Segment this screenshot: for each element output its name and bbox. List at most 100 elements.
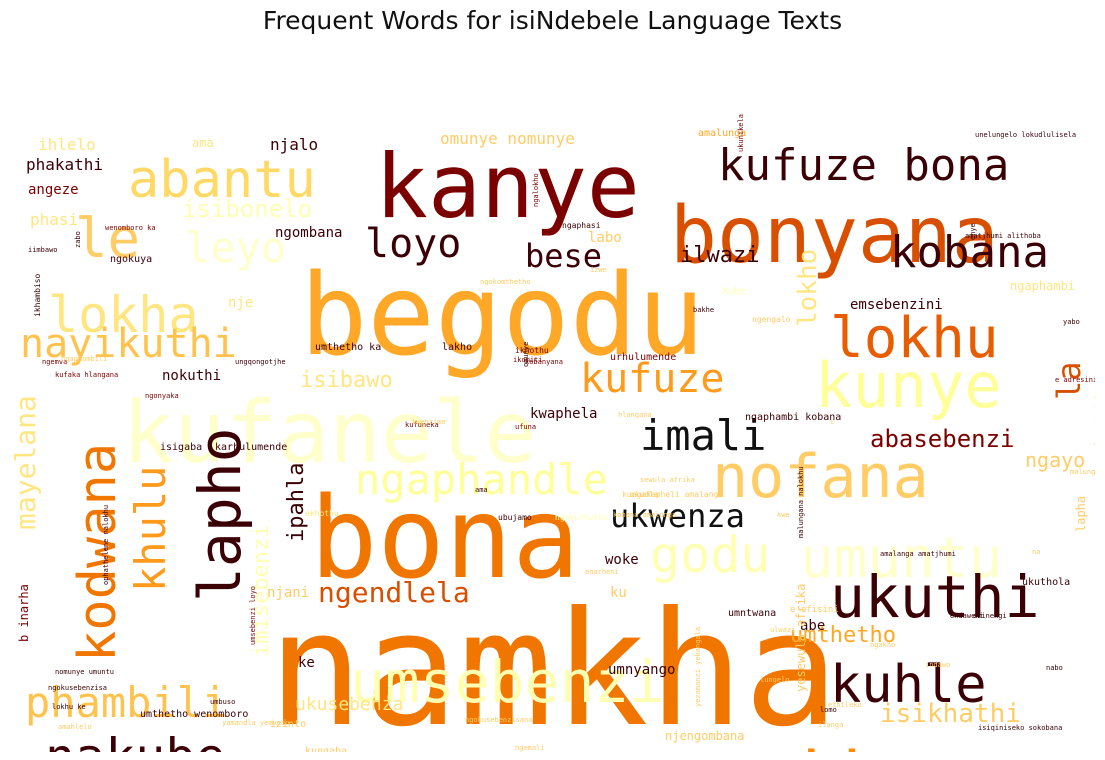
cloud-word: kuhle [830,655,987,715]
cloud-word: umntwana [728,608,776,619]
cloud-word: phambili [25,678,227,727]
cloud-word: ngokomthetho [480,278,531,286]
cloud-word: isibonelo [182,195,312,223]
cloud-word: kwaphela [530,406,597,422]
cloud-word: imisebenzi [249,525,274,657]
cloud-word: ngaphasi [562,221,601,230]
cloud-word: bakhe [693,306,714,314]
cloud-word: phakathi [26,155,103,174]
cloud-word: yezamanzi yekangala [694,627,702,707]
cloud-word: kodwana [68,443,128,662]
cloud-word: kube [722,286,746,297]
cloud-word: umthetho ka [315,342,381,353]
cloud-word: amalunga [698,128,746,139]
cloud-word: woke [605,552,639,568]
cloud-word: lakho [442,342,472,353]
cloud-word: ngayo [1025,448,1085,472]
cloud-word: le [75,207,140,270]
cloud-word: umuntu [800,526,1002,591]
cloud-word: abantu [128,150,316,210]
cloud-word: labo [588,230,622,246]
cloud-word: lapho [186,427,254,602]
cloud-word: ikhothu [515,346,549,355]
cloud-word: ukuthola [1022,577,1070,588]
cloud-word: kufuze [580,356,725,402]
cloud-word: bonyana [670,191,999,281]
cloud-word: nokuthi [162,368,221,384]
cloud-word: khona [800,737,1011,752]
cloud-word: begodu [300,251,705,381]
cloud-word: ukusebenza [295,694,403,715]
cloud-word: ezinengi [973,612,1007,620]
cloud-word: yabo [1063,318,1080,326]
cloud-word: ethileko [828,701,862,709]
cloud-word: ikhambiso [33,273,42,317]
cloud-word: godu [650,526,770,584]
cloud-word: e adresini [1055,376,1095,384]
cloud-word: lungelo [760,676,790,684]
chart-title: Frequent Words for isiNdebele Language T… [262,6,843,35]
cloud-word: leyo [185,223,286,272]
cloud-word: ngokuthetho [555,513,608,522]
cloud-word: c [830,418,834,426]
cloud-word: urhulumende [610,352,676,363]
cloud-word: ukudla [630,490,659,499]
cloud-word: abe [800,618,825,634]
cloud-word: bese [525,237,602,275]
cloud-word: ngokusebenzisana [465,716,532,724]
cloud-word: kwenzime [412,418,446,426]
cloud-word: kwe [777,511,790,519]
cloud-word: iimbawo [28,246,58,254]
cloud-word: ngaphambili [61,355,107,363]
cloud-word: umthetho [790,623,896,648]
cloud-word: zabo [74,231,82,248]
cloud-word: wenomboro ka [105,224,156,232]
cloud-word: kungaba [305,746,347,752]
cloud-word: njengombana [665,729,744,743]
cloud-word: ekhothu [305,509,339,518]
cloud-word: nanyana [360,746,571,752]
cloud-word: angeze [28,182,79,198]
cloud-word: khulu [126,466,175,592]
cloud-word: kungakapheli amalanga [622,490,723,499]
cloud-word: bona [310,474,580,604]
cloud-word: loyo [365,221,461,267]
cloud-word: nje [228,295,253,311]
cloud-word: ophathelene nalokhu [102,505,110,585]
cloud-word: kunye [815,349,1002,422]
cloud-word: ama [475,486,488,494]
cloud-word: ipahla [284,463,309,542]
cloud-word: amalanga amatjhumi [880,550,956,558]
cloud-word: ngendlela [318,576,470,609]
cloud-word: ukunikela [737,114,745,152]
cloud-word: ngokuya [110,254,152,265]
cloud-word: omunye [522,342,530,367]
cloud-word: ngemva [42,358,67,366]
cloud-word: nakube [45,728,226,752]
cloud-word: ngokusebenzisa [48,684,107,692]
cloud-word: kufuze bona [718,140,1009,191]
cloud-word: izwe [590,266,607,274]
cloud-word: ngaphambi kobana [745,412,841,423]
cloud-word: imali [640,411,766,460]
cloud-word: ngaphandle [355,455,608,504]
cloud-word: kufaka hlangana [55,371,118,379]
cloud-word: isiqiniseko sokobana [978,724,1062,732]
cloud-word: ngalokho [532,173,540,207]
cloud-word: njalo [270,135,318,154]
cloud-word: kobana [890,227,1049,278]
cloud-word: lomo [820,706,837,714]
cloud-word: ama [192,136,214,150]
cloud-word: amatjhumi alithoba [965,232,1041,240]
cloud-word: ngaphambi [1010,279,1075,293]
cloud-word: namkha [268,578,839,752]
cloud-word: ilwazi [680,243,759,268]
cloud-word: nayikuthi [20,321,237,367]
cloud-word: ukwenza [610,497,745,535]
cloud-word: karhulumende [215,442,287,453]
cloud-word: kufanele [122,383,536,483]
cloud-word: kanye [375,135,640,238]
cloud-word: lokha [48,286,199,344]
cloud-word: ngombana [275,225,342,241]
cloud-word: nabo [1046,664,1063,672]
